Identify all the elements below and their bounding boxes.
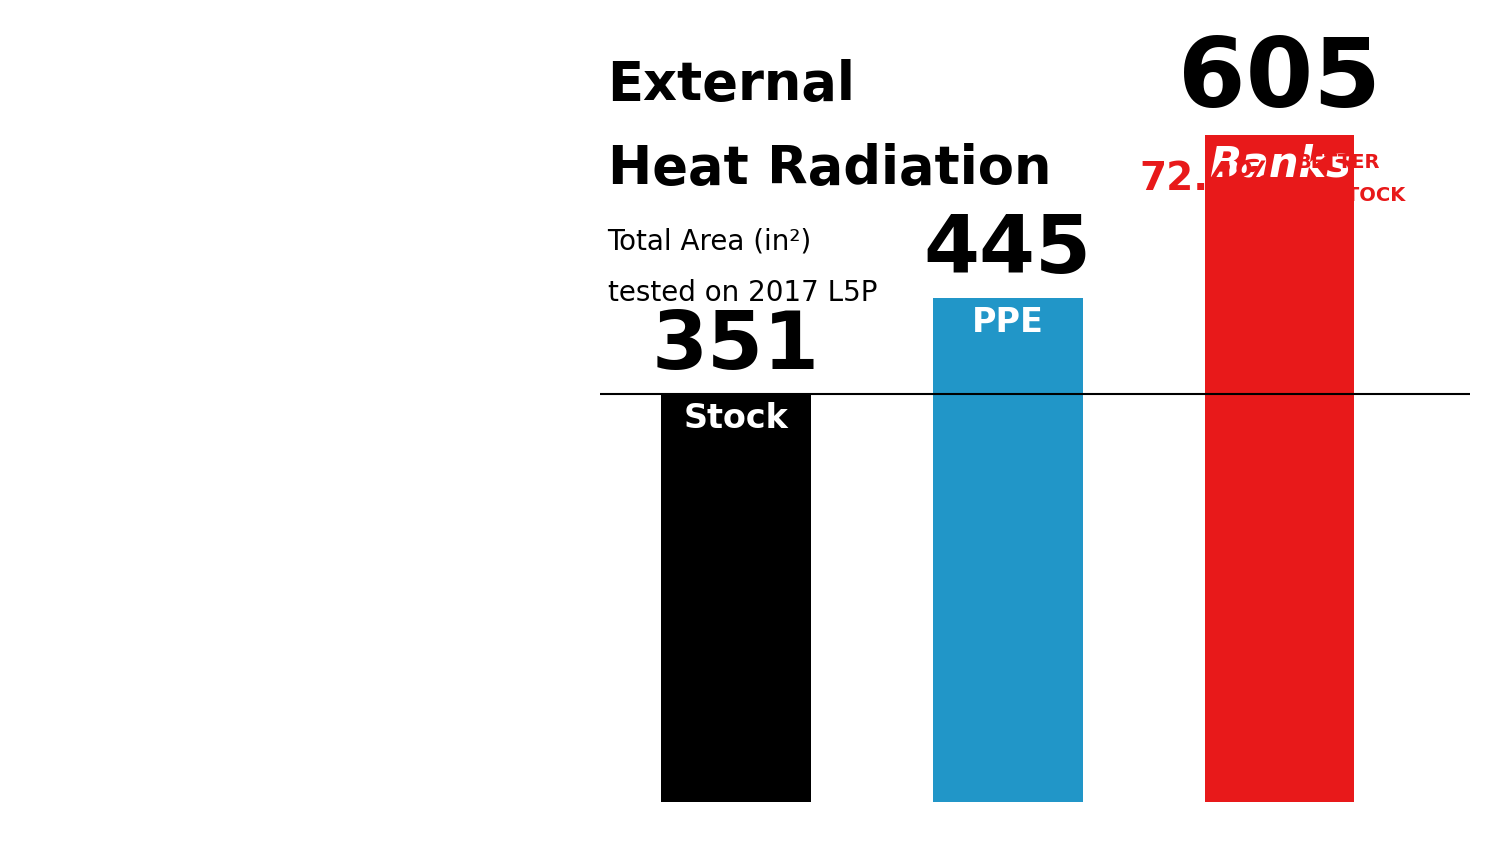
Text: PPE: PPE [972,306,1044,339]
Text: Heat Radiation: Heat Radiation [608,143,1052,196]
Bar [933,298,1083,802]
Text: Stock: Stock [684,402,789,435]
Text: Total Area (in²): Total Area (in²) [608,228,812,256]
Text: 445: 445 [924,212,1092,290]
Text: 351: 351 [652,308,820,386]
Text: 72.4%: 72.4% [1138,160,1274,198]
Text: Banks: Banks [1209,143,1350,186]
Text: VS STOCK: VS STOCK [1296,187,1406,205]
Bar [1204,135,1354,802]
Text: External: External [608,59,855,111]
Text: tested on 2017 L5P: tested on 2017 L5P [608,279,877,306]
Text: BETTER: BETTER [1296,153,1380,172]
Text: 605: 605 [1179,35,1382,127]
Bar [662,394,810,802]
